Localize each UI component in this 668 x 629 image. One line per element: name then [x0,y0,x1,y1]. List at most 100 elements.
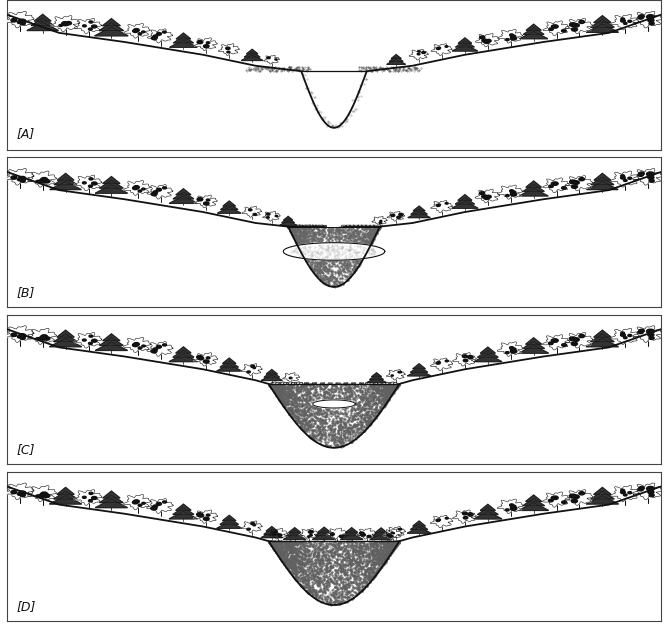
Circle shape [579,177,584,181]
Polygon shape [74,489,102,505]
Polygon shape [480,504,496,510]
Circle shape [365,382,369,384]
Circle shape [552,182,558,186]
Circle shape [59,25,62,26]
Circle shape [196,355,202,359]
Circle shape [579,20,584,23]
Circle shape [551,182,556,185]
Polygon shape [169,511,198,519]
Polygon shape [220,361,238,367]
Circle shape [506,509,509,511]
Circle shape [251,365,255,367]
Circle shape [138,347,142,349]
Circle shape [253,525,255,526]
Circle shape [204,517,209,520]
Polygon shape [480,347,496,353]
Circle shape [391,532,393,533]
Circle shape [19,491,26,495]
Circle shape [385,382,389,384]
Polygon shape [594,174,611,180]
Circle shape [445,46,448,47]
Circle shape [359,532,364,535]
Circle shape [198,514,204,517]
Circle shape [438,519,440,520]
Polygon shape [34,14,51,21]
Circle shape [562,187,566,189]
Circle shape [387,534,391,536]
Circle shape [571,342,577,345]
Circle shape [152,36,157,40]
Circle shape [36,495,39,497]
Circle shape [418,53,420,55]
Circle shape [19,492,25,495]
Polygon shape [216,365,242,371]
Circle shape [482,195,487,198]
Polygon shape [458,195,472,200]
Circle shape [291,382,295,384]
Polygon shape [407,527,431,533]
Polygon shape [176,189,191,195]
Polygon shape [408,212,430,218]
Polygon shape [176,347,191,353]
Circle shape [307,536,310,537]
Circle shape [92,182,97,185]
Polygon shape [99,23,124,31]
Circle shape [299,382,303,384]
Circle shape [153,191,158,193]
Circle shape [621,491,625,494]
Circle shape [226,47,230,50]
Circle shape [486,195,491,198]
Polygon shape [371,373,381,377]
Circle shape [20,179,25,182]
Circle shape [391,375,393,376]
Circle shape [153,505,158,508]
Polygon shape [173,350,194,357]
Polygon shape [431,44,452,55]
Circle shape [41,492,47,496]
Polygon shape [478,350,498,357]
Polygon shape [220,518,238,525]
Polygon shape [4,169,34,185]
Circle shape [510,505,516,508]
Circle shape [647,329,654,333]
Polygon shape [147,184,173,199]
Circle shape [273,382,277,384]
Polygon shape [194,353,218,366]
Circle shape [381,382,385,384]
Circle shape [647,14,654,19]
Polygon shape [261,532,283,538]
Polygon shape [543,21,569,36]
Circle shape [570,180,576,184]
Circle shape [506,194,509,197]
Polygon shape [523,28,544,35]
Polygon shape [283,373,299,382]
Circle shape [648,19,654,22]
Circle shape [253,213,257,215]
Circle shape [573,338,579,342]
Circle shape [510,348,516,351]
Polygon shape [523,499,544,506]
Polygon shape [452,45,478,51]
Circle shape [227,51,230,53]
Circle shape [88,28,92,30]
Circle shape [398,372,400,373]
Polygon shape [96,342,128,350]
Circle shape [267,57,270,58]
Polygon shape [565,175,593,191]
Circle shape [20,494,25,497]
Circle shape [573,495,579,499]
Circle shape [20,337,25,340]
Polygon shape [474,511,502,519]
Polygon shape [594,330,611,337]
Polygon shape [194,510,218,523]
Circle shape [275,215,278,216]
Polygon shape [241,521,263,533]
Polygon shape [124,181,150,196]
Circle shape [510,36,516,40]
Polygon shape [283,533,306,540]
Polygon shape [4,483,34,499]
Circle shape [272,533,276,535]
Polygon shape [542,492,570,507]
Circle shape [639,486,645,489]
Circle shape [133,30,138,33]
